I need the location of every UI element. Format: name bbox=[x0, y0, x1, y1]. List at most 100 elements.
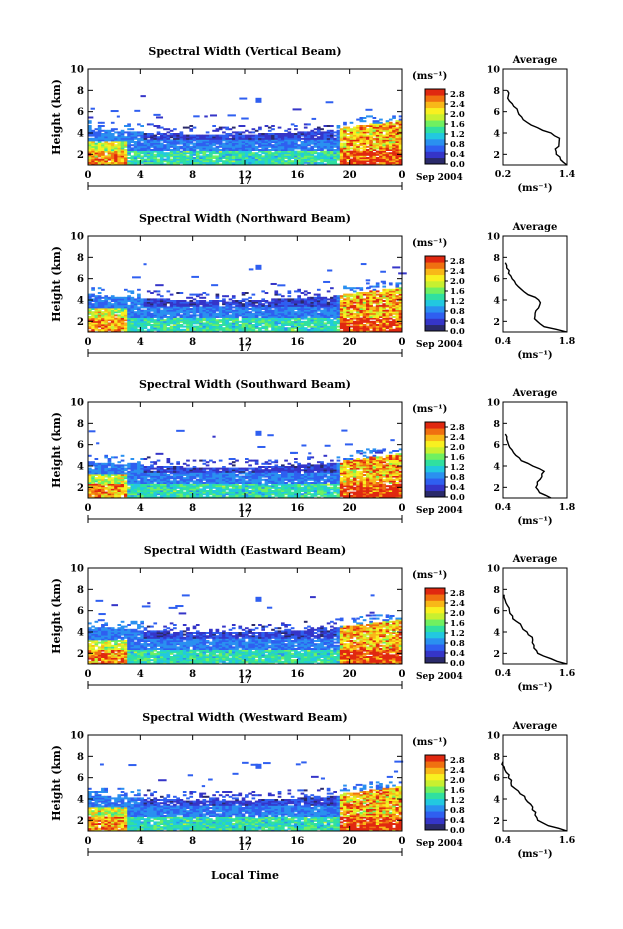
heatmap-cell bbox=[137, 466, 141, 468]
heatmap-cell bbox=[159, 472, 164, 475]
heatmap-cell bbox=[372, 128, 377, 131]
heatmap-cell bbox=[186, 482, 190, 484]
heatmap-cell bbox=[88, 496, 92, 499]
heatmap-cell bbox=[101, 161, 105, 164]
heatmap-cell bbox=[267, 137, 272, 140]
heatmap-cell bbox=[150, 155, 154, 158]
colorbar-tick-label: 0.4 bbox=[450, 317, 465, 327]
heatmap-cell bbox=[277, 163, 282, 166]
heatmap-cell bbox=[375, 324, 380, 326]
heatmap-cell bbox=[192, 491, 197, 494]
heatmap-cell bbox=[316, 163, 321, 166]
heatmap-cell bbox=[186, 157, 190, 159]
heatmap-cell bbox=[130, 466, 135, 468]
heatmap-cell bbox=[251, 160, 256, 163]
heatmap-cell bbox=[202, 312, 207, 315]
heatmap-cell bbox=[359, 320, 364, 323]
heatmap-cell bbox=[140, 316, 144, 318]
heatmap-cell bbox=[313, 301, 318, 304]
heatmap-cell bbox=[339, 306, 344, 309]
heatmap-cell bbox=[235, 137, 239, 140]
heatmap-cell bbox=[320, 298, 324, 301]
heatmap-cell bbox=[130, 485, 135, 488]
heatmap-cell bbox=[117, 494, 122, 497]
heatmap-cell bbox=[310, 157, 315, 159]
heatmap-cell bbox=[264, 147, 269, 150]
heatmap-cell bbox=[140, 147, 144, 150]
heatmap-cell bbox=[343, 327, 347, 330]
heatmap-cell bbox=[117, 464, 122, 467]
heatmap-cell bbox=[254, 304, 259, 307]
heatmap-cell bbox=[297, 312, 301, 315]
heatmap-cell bbox=[274, 152, 279, 155]
heatmap-cell bbox=[356, 126, 360, 129]
heatmap-cell bbox=[385, 158, 390, 161]
heatmap-cell bbox=[199, 325, 203, 328]
heatmap-cell bbox=[159, 322, 164, 325]
heatmap-cell bbox=[146, 482, 151, 484]
heatmap-cell bbox=[379, 118, 383, 121]
heatmap-cell bbox=[159, 319, 164, 322]
heatmap-cell bbox=[189, 472, 194, 475]
heatmap-cell bbox=[94, 137, 99, 140]
heatmap-cell bbox=[362, 312, 367, 315]
heatmap-cell bbox=[127, 157, 131, 159]
heatmap-cell bbox=[195, 163, 200, 166]
heatmap-cell bbox=[159, 478, 164, 481]
heatmap-cell bbox=[179, 493, 184, 496]
heatmap-cell bbox=[392, 306, 396, 309]
heatmap-cell bbox=[120, 469, 125, 472]
heatmap-cell bbox=[366, 157, 370, 159]
heatmap-cell bbox=[156, 160, 161, 163]
heatmap-cell bbox=[366, 314, 370, 317]
heatmap-cell bbox=[330, 158, 334, 161]
heatmap-cell bbox=[382, 309, 387, 312]
heatmap-cell bbox=[287, 150, 292, 153]
heatmap-cell bbox=[254, 314, 259, 317]
heatmap-cell bbox=[294, 155, 298, 158]
heatmap-cell bbox=[97, 141, 102, 143]
heatmap-cell bbox=[241, 137, 246, 140]
heatmap-cell bbox=[264, 311, 269, 314]
heatmap-cell bbox=[199, 312, 203, 315]
heatmap-cell bbox=[372, 327, 377, 330]
heatmap-cell bbox=[110, 327, 115, 330]
heatmap-cell bbox=[316, 142, 321, 145]
heatmap-cell bbox=[297, 306, 301, 309]
heatmap-cell bbox=[186, 319, 190, 322]
heatmap-cell bbox=[146, 139, 151, 142]
heatmap-cell bbox=[169, 320, 174, 323]
heatmap-cell bbox=[388, 328, 393, 331]
heatmap-cell bbox=[110, 161, 115, 164]
heatmap-cell bbox=[274, 160, 279, 163]
heatmap-cell bbox=[287, 327, 292, 330]
heatmap-cell bbox=[137, 134, 141, 137]
heatmap-cell bbox=[186, 493, 190, 496]
heatmap-cell bbox=[173, 153, 177, 156]
heatmap-cell bbox=[94, 493, 99, 496]
heatmap-cell bbox=[182, 493, 187, 496]
heatmap-cell bbox=[222, 131, 226, 134]
heatmap-cell bbox=[379, 144, 383, 147]
heatmap-cell bbox=[195, 141, 200, 143]
heatmap-cell bbox=[261, 330, 266, 333]
heatmap-cell bbox=[398, 303, 403, 306]
heatmap-cell bbox=[385, 316, 390, 318]
heatmap-cell bbox=[114, 480, 118, 483]
heatmap-cell bbox=[294, 303, 298, 306]
heatmap-cell bbox=[117, 469, 122, 472]
heatmap-cell bbox=[235, 145, 239, 148]
heatmap-cell bbox=[392, 298, 396, 301]
heatmap-cell bbox=[159, 163, 164, 166]
heatmap-cell bbox=[316, 317, 321, 320]
heatmap-cell bbox=[369, 298, 373, 301]
heatmap-cell bbox=[238, 309, 243, 312]
heatmap-cell bbox=[179, 160, 184, 163]
heatmap-cell bbox=[127, 327, 131, 330]
heatmap-cell bbox=[133, 493, 138, 496]
heatmap-cell bbox=[398, 150, 403, 153]
heatmap-cell bbox=[159, 126, 164, 129]
heatmap-cell bbox=[313, 144, 318, 147]
heatmap-cell bbox=[323, 311, 328, 314]
heatmap-cell bbox=[117, 327, 122, 330]
